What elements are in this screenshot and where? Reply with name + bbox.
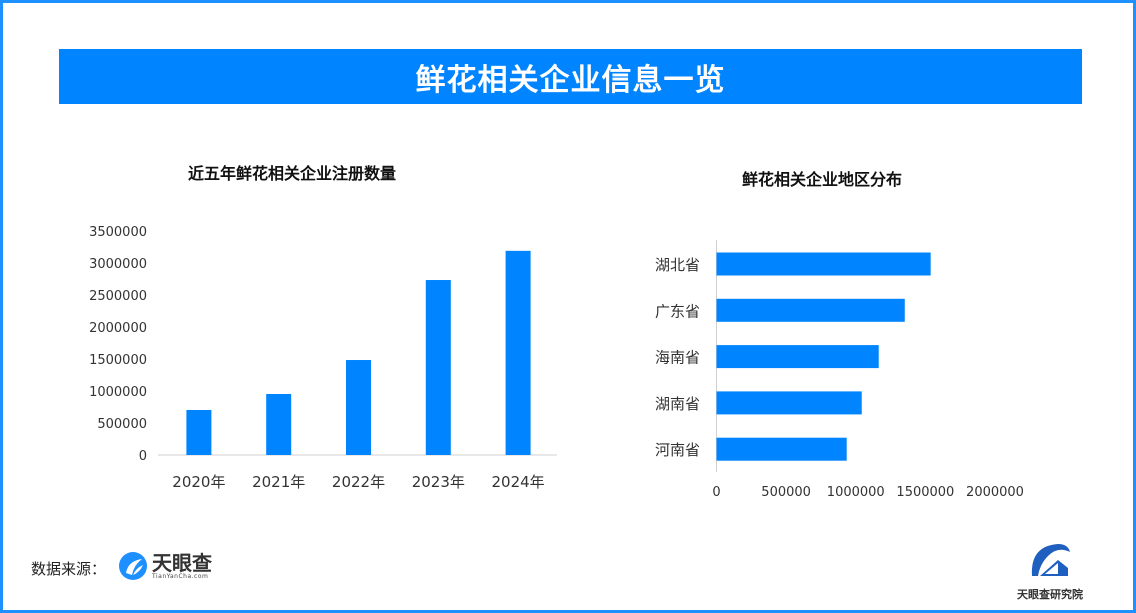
y-tick-label: 3000000 — [89, 257, 147, 272]
y-tick-label: 0 — [139, 449, 147, 464]
y-category-label: 广东省 — [655, 302, 700, 320]
tianyancha-logo: 天眼查 TianYanCha.com — [118, 551, 212, 581]
bar-2023年 — [425, 280, 451, 455]
tianyancha-logo-name: 天眼查 — [152, 550, 212, 575]
bar-2024年 — [505, 250, 531, 455]
x-tick-label: 2021年 — [252, 473, 305, 491]
tianyancha-logo-icon — [119, 552, 147, 580]
x-tick-label: 2023年 — [412, 473, 465, 491]
bar-海南省 — [716, 345, 879, 369]
y-tick-label: 1500000 — [89, 353, 147, 368]
x-tick-label: 500000 — [761, 485, 811, 500]
page-title: 鲜花相关企业信息一览 — [59, 49, 1082, 104]
bar-2020年 — [186, 410, 212, 455]
institute-name: 天眼查研究院 — [1017, 588, 1083, 601]
y-category-label: 海南省 — [655, 349, 700, 367]
y-tick-label: 500000 — [97, 417, 147, 432]
x-tick-label: 0 — [712, 485, 720, 500]
y-category-label: 湖南省 — [655, 395, 700, 413]
bar-2022年 — [346, 360, 371, 455]
institute-logo-icon — [1031, 544, 1070, 576]
y-tick-label: 1000000 — [89, 385, 147, 400]
x-tick-label: 2022年 — [332, 473, 385, 491]
x-tick-label: 1000000 — [827, 485, 885, 500]
bar-河南省 — [716, 437, 847, 461]
x-tick-label: 1500000 — [896, 485, 954, 500]
bar-湖北省 — [716, 252, 931, 276]
y-tick-label: 2500000 — [89, 289, 147, 304]
hbar-chart-title: 鲜花相关企业地区分布 — [742, 170, 903, 189]
y-tick-label: 3500000 — [89, 225, 147, 240]
y-category-label: 湖北省 — [655, 256, 700, 274]
institute-logo: 天眼查研究院 — [1005, 540, 1095, 602]
x-tick-label: 2020年 — [172, 473, 225, 491]
y-category-label: 河南省 — [655, 441, 700, 459]
bar-2021年 — [266, 394, 292, 455]
tianyancha-logo-url: TianYanCha.com — [152, 572, 209, 580]
bar-广东省 — [716, 298, 905, 322]
x-tick-label: 2000000 — [966, 485, 1024, 500]
bar-湖南省 — [716, 391, 862, 415]
data-source-label: 数据来源： — [31, 560, 107, 578]
bar-chart-title: 近五年鲜花相关企业注册数量 — [188, 164, 397, 183]
x-tick-label: 2024年 — [492, 473, 545, 491]
y-tick-label: 2000000 — [89, 321, 147, 336]
